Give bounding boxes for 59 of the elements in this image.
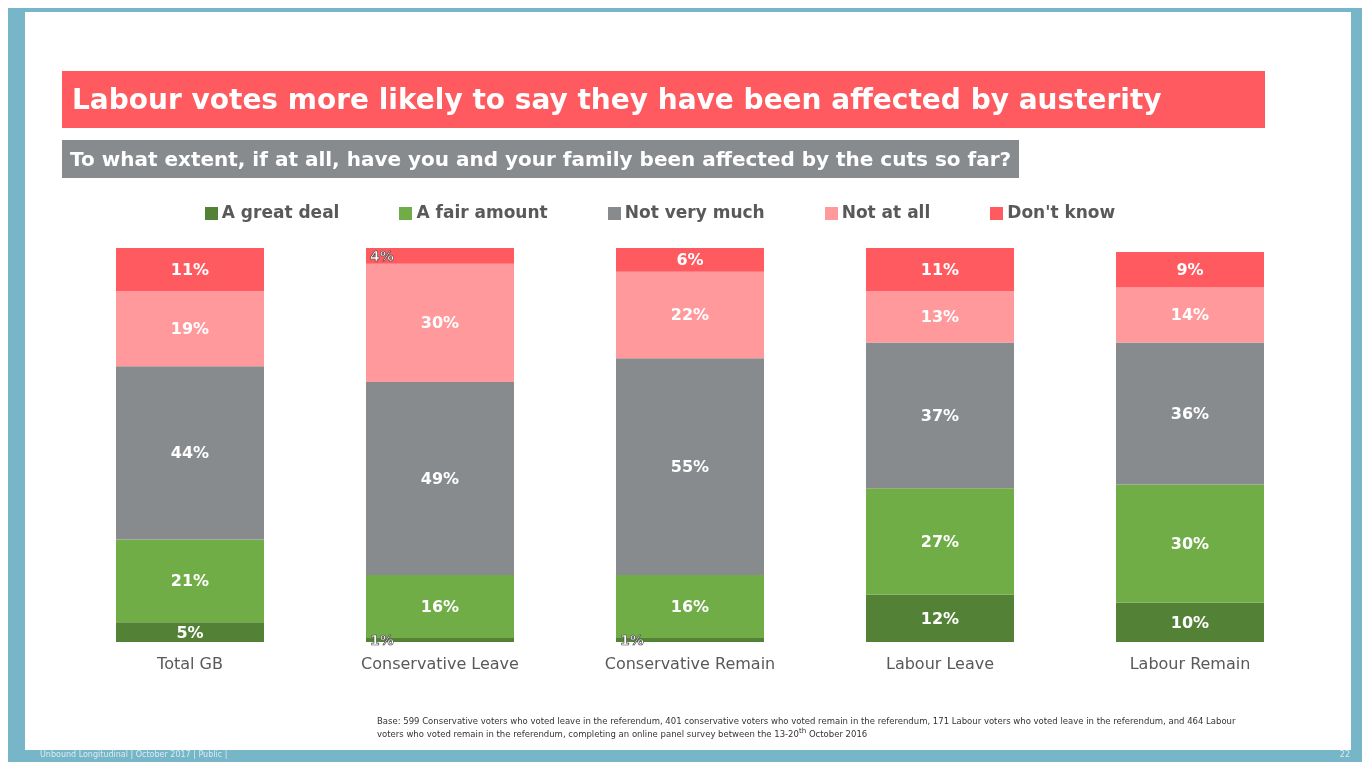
legend-label: Not very much	[624, 202, 765, 222]
bar	[116, 366, 264, 540]
data-label: 5%	[176, 622, 204, 642]
chart-title: Labour votes more likely to say they have been affected by austerity	[62, 71, 1265, 128]
bar	[1116, 484, 1264, 603]
data-label: 14%	[1170, 305, 1210, 325]
data-label: 12%	[920, 608, 960, 628]
x-tick-label: Conservative Leave	[361, 654, 519, 674]
bar	[116, 248, 264, 292]
data-label: 21%	[170, 571, 210, 591]
legend-label: Don't know	[1007, 202, 1116, 222]
bar	[116, 622, 264, 642]
bar	[616, 271, 764, 359]
bar	[366, 263, 514, 382]
bar	[116, 291, 264, 367]
bar	[866, 248, 1014, 292]
data-label: 10%	[1170, 612, 1210, 632]
bar	[866, 488, 1014, 595]
data-label: 16%	[420, 597, 460, 617]
bar	[1116, 251, 1264, 288]
bar	[1116, 287, 1264, 343]
data-label: 27%	[920, 532, 960, 552]
data-label: 9%	[1176, 260, 1204, 280]
bar	[616, 248, 764, 272]
legend-label: Not at all	[841, 202, 931, 222]
data-label: 22%	[670, 305, 710, 325]
bar	[1116, 342, 1264, 485]
bar	[616, 358, 764, 576]
x-tick-label: Labour Leave	[885, 654, 995, 674]
data-label: 16%	[670, 597, 710, 617]
x-tick-label: Total GB	[156, 654, 223, 674]
data-label: 6%	[676, 250, 704, 270]
data-label: 37%	[920, 405, 960, 425]
data-label: 36%	[1170, 403, 1210, 423]
data-label: 4%	[370, 247, 394, 264]
text: 22	[1339, 750, 1350, 759]
text: Base: 599 Conservative voters who voted leave in the referendum, 401 conservative voters who voted remain in the referendum, 171 Labour voters who voted leave in the referendum, and 464 Labour voters who voted remain in the referendum, completing an online panel survey between the 13-20$^{th}$ October 2016	[377, 716, 1237, 739]
bar	[116, 539, 264, 623]
data-label: 30%	[420, 313, 460, 333]
data-label: 44%	[170, 443, 210, 463]
x-tick-label: Labour Remain	[1129, 654, 1251, 674]
bar	[866, 291, 1014, 343]
text: Unbound Longitudinal | October 2017 | Public |	[40, 750, 228, 759]
chart-subtitle: To what extent, if at all, have you and your family been affected by the cuts so far?	[62, 140, 1020, 178]
bar	[366, 248, 514, 264]
bar	[866, 342, 1014, 489]
data-label: 19%	[170, 319, 210, 339]
data-label: 49%	[420, 468, 460, 488]
x-tick-label: Conservative Remain	[604, 654, 776, 674]
bar	[366, 381, 514, 576]
data-label: 55%	[670, 457, 710, 477]
data-label: 30%	[1170, 534, 1210, 553]
legend-label: A fair amount	[416, 202, 548, 222]
legend-label: A great deal	[221, 202, 340, 222]
bar	[1116, 602, 1264, 642]
data-label: 13%	[920, 307, 960, 327]
data-label: 11%	[170, 260, 210, 280]
bar	[866, 594, 1014, 642]
data-label: 11%	[920, 260, 960, 280]
